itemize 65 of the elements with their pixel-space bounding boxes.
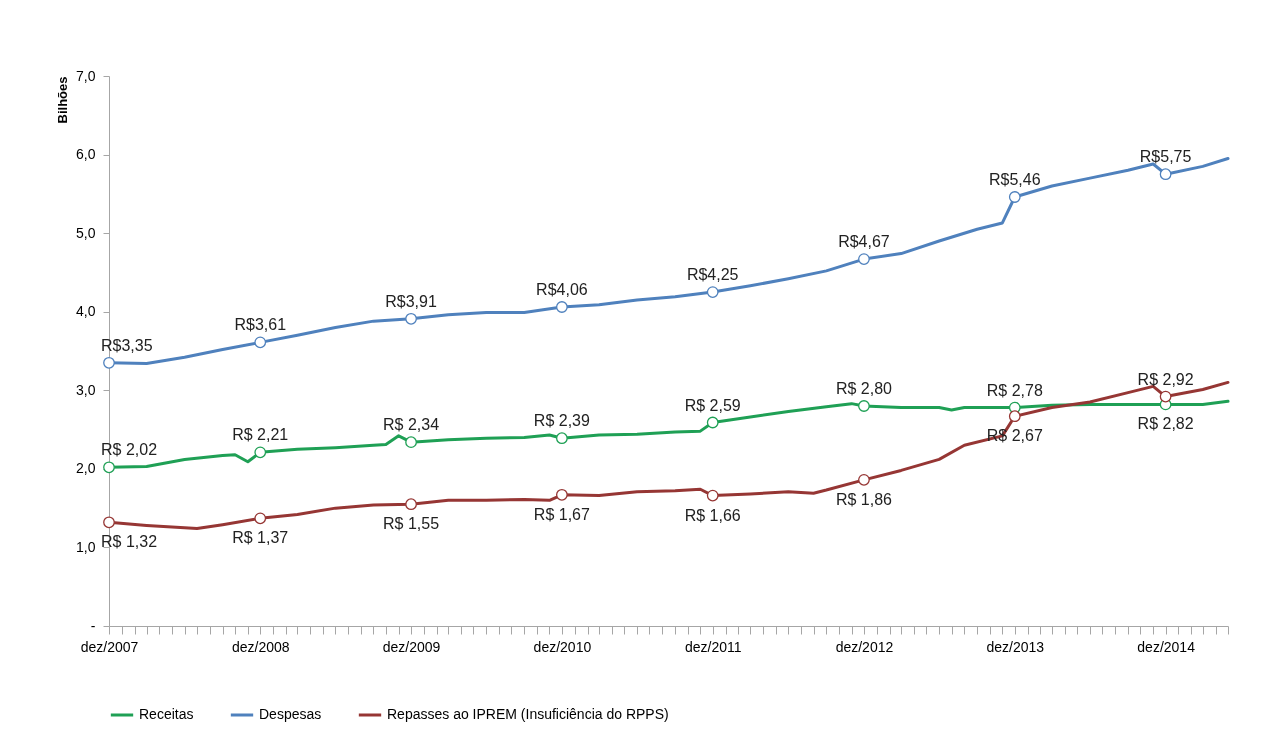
data-label: R$ 2,02: [101, 441, 158, 459]
data-label: R$ 2,39: [533, 412, 591, 430]
point: [1159, 168, 1172, 181]
y-tick-label: 3,0: [76, 381, 96, 398]
x-tick-label: dez/2013: [986, 638, 1045, 655]
data-label: R$ 2,78: [986, 381, 1043, 399]
y-tick-label: 1,0: [76, 538, 96, 555]
data-label: R$ 2,34: [383, 416, 440, 434]
point: [405, 436, 417, 449]
point: [405, 312, 417, 325]
point: [103, 356, 115, 369]
point: [556, 301, 568, 313]
data-label: R$5,46: [988, 171, 1041, 188]
point: [858, 400, 870, 412]
data-label: R$ 2,21: [232, 426, 289, 444]
data-label: R$ 1,67: [533, 505, 591, 523]
legend-label: Repasses ao IPREM (Insuficiência do RPPS): [387, 706, 669, 722]
point: [254, 446, 267, 459]
data-label: R$ 1,66: [684, 506, 741, 524]
x-tick-label: dez/2007: [80, 638, 139, 655]
y-tick-label: 2,0: [76, 460, 96, 477]
point: [556, 488, 568, 501]
data-label: R$4,67: [838, 233, 890, 251]
y-tick-label: 4,0: [76, 303, 96, 320]
y-tick-label: 7,0: [76, 67, 96, 84]
point: [254, 512, 267, 525]
point: [103, 516, 115, 529]
data-label: R$3,35: [101, 336, 153, 354]
point: [706, 489, 719, 502]
point: [858, 473, 870, 486]
data-label: R$ 2,82: [1137, 415, 1194, 433]
point: [1159, 390, 1172, 403]
data-label: R$4,06: [536, 281, 588, 298]
data-label: R$ 1,37: [232, 529, 289, 547]
x-tick-label: dez/2012: [835, 638, 894, 655]
point: [1008, 191, 1021, 203]
legend-label: Receitas: [139, 706, 194, 722]
point: [1008, 410, 1021, 423]
data-label: R$3,61: [234, 316, 287, 334]
x-tick-label: dez/2008: [231, 638, 290, 655]
data-label: R$4,25: [686, 266, 739, 284]
data-label: R$ 1,55: [383, 515, 440, 533]
x-tick-label: dez/2011: [684, 638, 742, 655]
data-label: R$ 2,80: [835, 380, 893, 397]
y-axis-title: Bilhões: [54, 76, 70, 124]
point: [254, 336, 267, 349]
legend-label: Despesas: [259, 706, 322, 722]
y-tick-label: -: [90, 617, 96, 634]
point: [706, 416, 719, 429]
x-tick-label: dez/2010: [533, 638, 592, 655]
data-label: R$3,91: [385, 292, 437, 310]
x-tick-label: dez/2014: [1137, 638, 1196, 655]
data-label: R$ 2,59: [684, 396, 741, 414]
data-label: R$ 1,32: [101, 533, 158, 551]
data-label: R$5,75: [1139, 148, 1192, 166]
point: [706, 286, 719, 298]
point: [858, 253, 870, 265]
y-tick-label: 5,0: [76, 224, 96, 241]
point: [556, 432, 568, 445]
x-tick-label: dez/2009: [382, 638, 441, 655]
point: [405, 498, 417, 511]
data-label: R$ 2,92: [1137, 370, 1194, 388]
y-tick-label: 6,0: [76, 146, 96, 163]
data-label: R$ 1,86: [835, 490, 893, 508]
point: [103, 461, 115, 474]
